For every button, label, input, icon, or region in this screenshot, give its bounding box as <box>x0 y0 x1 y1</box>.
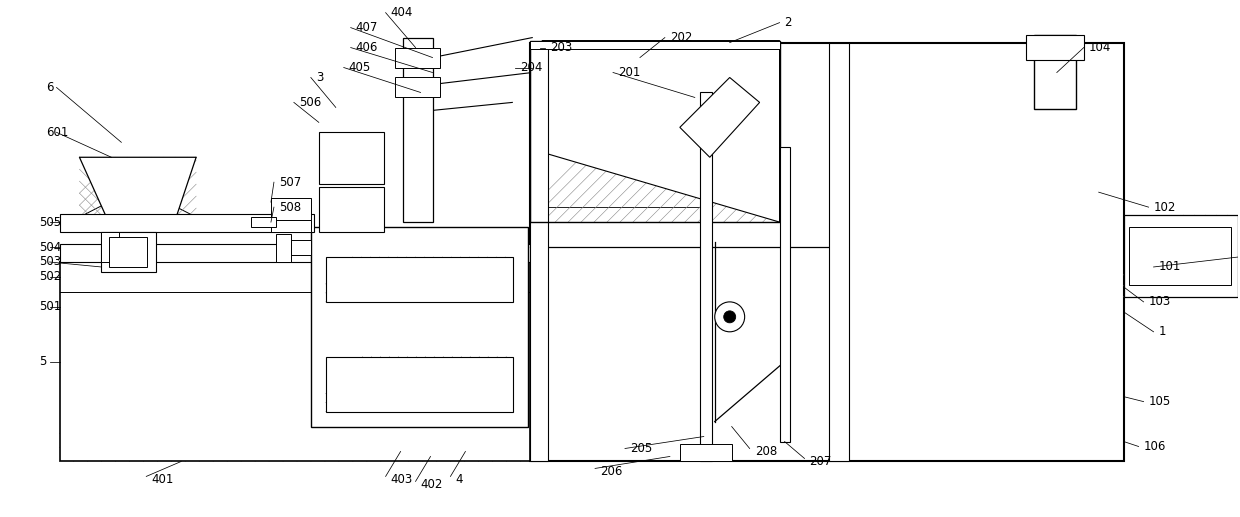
Text: 403: 403 <box>391 473 413 486</box>
Text: 505: 505 <box>40 216 62 229</box>
Bar <box>291 240 311 255</box>
Text: 105: 105 <box>1148 395 1171 408</box>
Text: 207: 207 <box>810 455 832 468</box>
Bar <box>102 232 119 262</box>
Text: 106: 106 <box>1143 440 1166 453</box>
Bar <box>394 48 440 68</box>
Text: 6: 6 <box>47 81 55 94</box>
Bar <box>311 227 528 427</box>
Bar <box>250 217 277 227</box>
Text: 406: 406 <box>356 41 378 54</box>
Text: 407: 407 <box>356 21 378 34</box>
Text: 205: 205 <box>630 442 652 455</box>
Text: 401: 401 <box>151 473 174 486</box>
Bar <box>319 187 383 232</box>
Bar <box>1025 35 1084 59</box>
Text: 1: 1 <box>1158 325 1166 338</box>
Text: 402: 402 <box>420 478 443 491</box>
Text: 404: 404 <box>391 6 413 19</box>
Text: 405: 405 <box>348 61 371 74</box>
Polygon shape <box>542 41 780 222</box>
Bar <box>531 42 548 462</box>
Polygon shape <box>79 157 196 217</box>
Text: 506: 506 <box>299 96 321 109</box>
Bar <box>531 41 780 49</box>
Text: 507: 507 <box>279 176 301 189</box>
Text: 202: 202 <box>670 31 692 44</box>
Bar <box>326 357 513 412</box>
Text: 4: 4 <box>455 473 463 486</box>
Bar <box>699 93 712 462</box>
Text: 504: 504 <box>40 240 62 253</box>
Text: 206: 206 <box>600 465 622 478</box>
Bar <box>102 232 156 272</box>
Bar <box>403 38 433 222</box>
Bar <box>319 132 383 184</box>
Bar <box>394 78 440 97</box>
Circle shape <box>714 302 745 332</box>
Text: 104: 104 <box>1089 41 1111 54</box>
Text: 3: 3 <box>316 71 324 84</box>
Bar <box>326 257 513 302</box>
Bar <box>277 234 291 262</box>
Text: 204: 204 <box>521 61 543 74</box>
Text: 5: 5 <box>40 355 47 368</box>
Bar <box>60 244 531 262</box>
Text: 503: 503 <box>40 255 62 268</box>
Bar <box>60 214 314 232</box>
Bar <box>531 42 1123 462</box>
Text: 502: 502 <box>40 270 62 283</box>
Text: 501: 501 <box>40 300 62 313</box>
Bar <box>60 262 531 462</box>
Bar <box>780 147 790 442</box>
Text: 601: 601 <box>47 126 69 139</box>
Text: 2: 2 <box>785 16 792 29</box>
Bar <box>680 444 732 462</box>
Bar <box>1034 35 1076 110</box>
Bar <box>272 198 311 220</box>
Bar <box>531 41 780 222</box>
Bar <box>830 42 849 462</box>
Polygon shape <box>680 78 760 157</box>
Text: 508: 508 <box>279 201 301 214</box>
Bar <box>1123 215 1239 297</box>
Circle shape <box>724 311 735 323</box>
Text: 103: 103 <box>1148 295 1171 308</box>
Text: 201: 201 <box>618 66 640 79</box>
Bar <box>109 237 148 267</box>
Text: 102: 102 <box>1153 201 1176 214</box>
Bar <box>1128 227 1231 285</box>
Bar <box>272 220 311 232</box>
Text: 101: 101 <box>1158 261 1180 273</box>
Text: 208: 208 <box>755 445 777 458</box>
Text: 203: 203 <box>551 41 573 54</box>
